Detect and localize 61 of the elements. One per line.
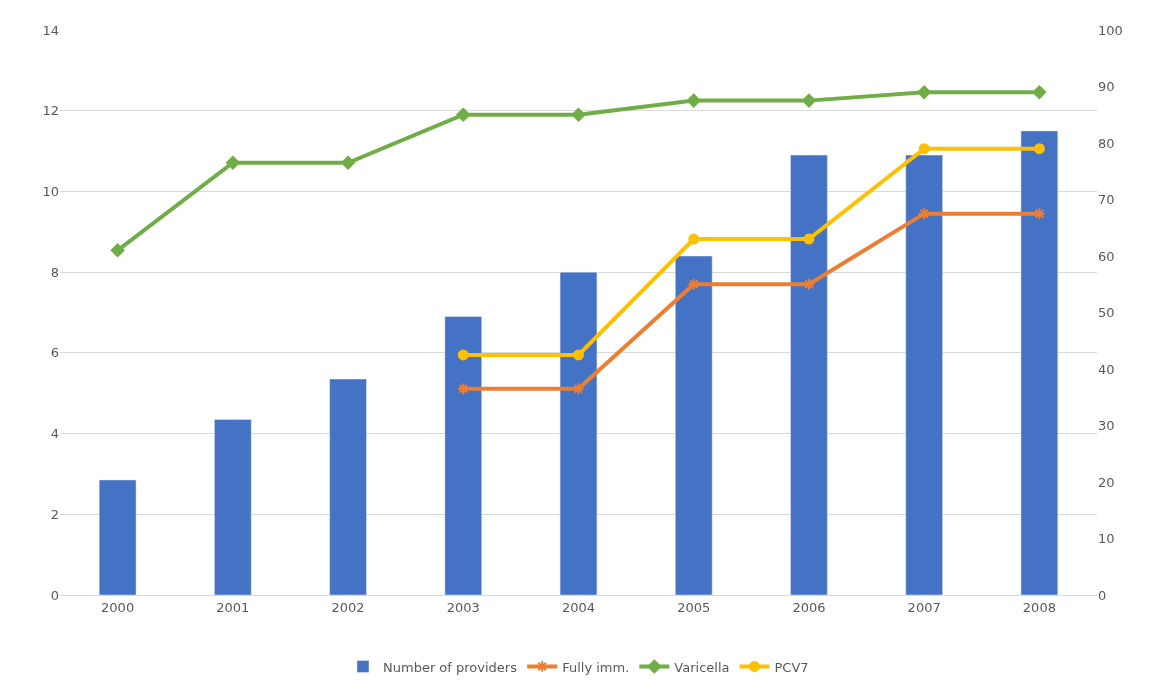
- x-tick-label: 2008: [1022, 599, 1056, 615]
- x-tick-label: 2003: [446, 599, 480, 615]
- y2-tick-label: 100: [1098, 22, 1123, 38]
- y-tick-label: 4: [50, 426, 59, 442]
- bar: [790, 154, 828, 595]
- y2-tick-label: 40: [1098, 361, 1115, 377]
- legend-label: PCV7: [774, 659, 809, 675]
- point: [687, 277, 701, 291]
- x-tick-label: 2004: [561, 599, 596, 615]
- point: [1032, 85, 1047, 99]
- point: [917, 207, 931, 221]
- y2-tick-label: 80: [1098, 135, 1115, 151]
- point: [802, 277, 816, 291]
- y-tick-label: 10: [42, 183, 59, 199]
- x-tick-label: 2002: [331, 599, 365, 615]
- point: [686, 93, 701, 108]
- y2-tick-label: 90: [1098, 79, 1115, 95]
- x-tick-label: 2005: [677, 599, 711, 615]
- y-tick-label: 8: [50, 264, 59, 280]
- point: [917, 85, 932, 99]
- bar: [905, 154, 943, 595]
- point: [110, 243, 125, 258]
- point: [456, 382, 470, 396]
- x-tick-label: 2001: [216, 599, 250, 615]
- x-tick-label: 2000: [101, 599, 135, 615]
- legend-label: Number of providers: [383, 659, 518, 675]
- bar: [1020, 130, 1059, 595]
- y-tick-label: 0: [50, 587, 59, 603]
- point: [341, 155, 355, 170]
- y-tick-label: 6: [50, 345, 59, 361]
- point: [572, 382, 585, 396]
- y2-tick-label: 30: [1098, 418, 1115, 434]
- y-tick-label: 12: [42, 103, 59, 119]
- y-tick-label: 2: [50, 506, 59, 522]
- bar: [329, 378, 367, 595]
- x-tick-label: 2007: [907, 599, 941, 615]
- point: [457, 349, 469, 361]
- point: [225, 155, 240, 170]
- point: [456, 107, 471, 122]
- point: [571, 107, 586, 122]
- y2-tick-label: 0: [1098, 587, 1107, 603]
- point: [688, 233, 700, 245]
- y2-tick-label: 60: [1098, 248, 1115, 264]
- y-tick-label: 14: [42, 22, 59, 38]
- point: [802, 93, 816, 108]
- bar: [559, 271, 598, 595]
- legend-label: Fully imm.: [562, 659, 630, 675]
- y2-tick-label: 70: [1098, 192, 1115, 208]
- point: [918, 143, 930, 155]
- bar: [98, 479, 137, 595]
- point: [573, 349, 584, 361]
- legend-label: Varicella: [674, 659, 730, 675]
- bar: [444, 316, 482, 595]
- y2-tick-label: 10: [1098, 531, 1115, 547]
- y2-tick-label: 50: [1098, 305, 1115, 321]
- bar: [675, 255, 713, 595]
- bar: [214, 419, 252, 595]
- x-tick-label: 2006: [792, 599, 826, 615]
- point: [803, 233, 815, 245]
- point: [1033, 143, 1045, 155]
- y2-tick-label: 20: [1098, 474, 1115, 490]
